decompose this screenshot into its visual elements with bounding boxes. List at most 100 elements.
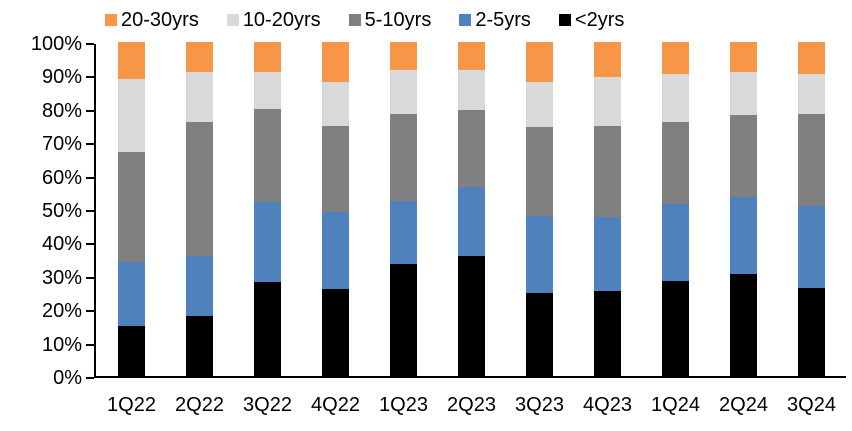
y-axis-label: 10%: [41, 333, 82, 356]
bar-segment--2yrs: [322, 289, 349, 376]
bar-segment-20-30yrs: [118, 42, 145, 79]
y-axis-tick: [86, 76, 94, 79]
x-axis-label-1q24: 1Q24: [651, 394, 700, 416]
bar-segment-5-10yrs: [186, 122, 213, 256]
bar-segment-2-5yrs: [458, 187, 485, 256]
bar-segment--2yrs: [390, 264, 417, 376]
chart-legend: 20-30yrs 10-20yrs 5-10yrs 2-5yrs <2yrs: [105, 10, 624, 30]
bar-segment-20-30yrs: [458, 42, 485, 71]
bar-segment-2-5yrs: [322, 212, 349, 290]
bar-2q24: [730, 42, 757, 376]
bar-segment-5-10yrs: [594, 125, 621, 218]
legend-item--2yrs: <2yrs: [558, 9, 625, 31]
bar-2q23: [458, 42, 485, 376]
bar-segment--2yrs: [458, 255, 485, 376]
y-axis-label: 80%: [41, 99, 82, 122]
x-axis-label-4q22: 4Q22: [311, 394, 360, 416]
bar-segment-5-10yrs: [390, 113, 417, 201]
bar-segment--2yrs: [594, 290, 621, 376]
bar-segment-20-30yrs: [594, 42, 621, 78]
bar-segment-10-20yrs: [458, 70, 485, 111]
bar-3q23: [526, 42, 553, 376]
bar-segment-5-10yrs: [798, 113, 825, 206]
bar-4q22: [322, 42, 349, 376]
legend-swatch-icon: [348, 14, 361, 26]
bar-segment-2-5yrs: [594, 217, 621, 291]
bar-segment-10-20yrs: [594, 77, 621, 126]
bar-segment--2yrs: [186, 315, 213, 376]
legend-label: 2-5yrs: [475, 9, 531, 31]
bar-segment-5-10yrs: [118, 152, 145, 263]
y-axis-label: 40%: [41, 233, 82, 256]
legend-item-20-30yrs: 20-30yrs: [105, 10, 199, 30]
legend-label: 10-20yrs: [242, 9, 321, 31]
y-axis-tick: [86, 43, 94, 45]
legend-item-10-20yrs: 10-20yrs: [226, 9, 321, 31]
legend-label: 5-10yrs: [364, 9, 432, 31]
legend-swatch-icon: [105, 14, 117, 26]
bar-segment-5-10yrs: [526, 127, 553, 216]
x-axis-label-1q22: 1Q22: [107, 394, 156, 416]
legend-item-5-10yrs: 5-10yrs: [348, 9, 432, 31]
y-axis-label: 0%: [53, 367, 82, 389]
bar-segment-5-10yrs: [730, 115, 757, 198]
y-axis-label: 50%: [41, 200, 82, 222]
bar-segment--2yrs: [526, 292, 553, 376]
x-axis-label-2q22: 2Q22: [175, 394, 224, 416]
x-axis-label-2q24: 2Q24: [719, 394, 768, 416]
y-axis-tick: [86, 176, 94, 179]
y-axis-label: 20%: [41, 300, 82, 323]
x-axis-label-3q22: 3Q22: [243, 394, 292, 416]
bar-segment-2-5yrs: [526, 215, 553, 293]
bar-segment-2-5yrs: [730, 197, 757, 275]
bar-segment--2yrs: [254, 282, 281, 376]
bar-segment-10-20yrs: [254, 72, 281, 109]
bar-1q22: [118, 42, 145, 376]
bar-segment-10-20yrs: [118, 78, 145, 153]
bar-segment-2-5yrs: [662, 204, 689, 281]
bar-segment-20-30yrs: [186, 42, 213, 73]
bar-segment-20-30yrs: [798, 42, 825, 74]
bar-segment-2-5yrs: [118, 262, 145, 326]
bar-segment-5-10yrs: [322, 125, 349, 213]
bar-segment-10-20yrs: [322, 82, 349, 126]
bar-segment--2yrs: [662, 280, 689, 376]
bar-2q22: [186, 42, 213, 376]
bar-segment-2-5yrs: [186, 255, 213, 316]
x-axis-label-4q23: 4Q23: [583, 394, 632, 416]
bar-segment-5-10yrs: [254, 108, 281, 203]
x-axis-label-3q24: 3Q24: [787, 394, 836, 416]
y-axis-label: 100%: [30, 33, 82, 55]
y-axis-tick: [86, 143, 94, 146]
x-axis-label-1q23: 1Q23: [379, 394, 428, 416]
bar-segment-20-30yrs: [390, 42, 417, 71]
bar-segment-2-5yrs: [254, 202, 281, 283]
x-axis-label-2q23: 2Q23: [447, 394, 496, 416]
legend-swatch-icon: [459, 14, 472, 26]
legend-item-2-5yrs: 2-5yrs: [459, 10, 531, 30]
y-axis-tick: [86, 109, 94, 112]
bar-segment-20-30yrs: [730, 42, 757, 73]
legend-label: <2yrs: [574, 9, 625, 31]
y-axis-tick: [86, 276, 94, 279]
legend-label: 20-30yrs: [121, 9, 199, 31]
bar-segment-2-5yrs: [798, 205, 825, 288]
bar-segment-10-20yrs: [798, 73, 825, 114]
bar-segment--2yrs: [730, 274, 757, 376]
legend-swatch-icon: [226, 14, 239, 26]
bar-segment-10-20yrs: [662, 73, 689, 123]
x-axis-label-3q23: 3Q23: [515, 394, 564, 416]
y-axis-label: 30%: [41, 266, 82, 289]
y-axis-tick: [86, 377, 94, 379]
y-axis-label: 60%: [41, 166, 82, 189]
bar-segment-20-30yrs: [322, 42, 349, 83]
bar-segment-10-20yrs: [390, 70, 417, 114]
bar-segment-5-10yrs: [662, 122, 689, 204]
bar-segment-10-20yrs: [526, 82, 553, 128]
y-axis-tick: [86, 310, 94, 313]
bar-3q22: [254, 42, 281, 376]
bar-4q23: [594, 42, 621, 376]
bar-segment--2yrs: [798, 287, 825, 376]
y-axis-tick: [86, 343, 94, 346]
